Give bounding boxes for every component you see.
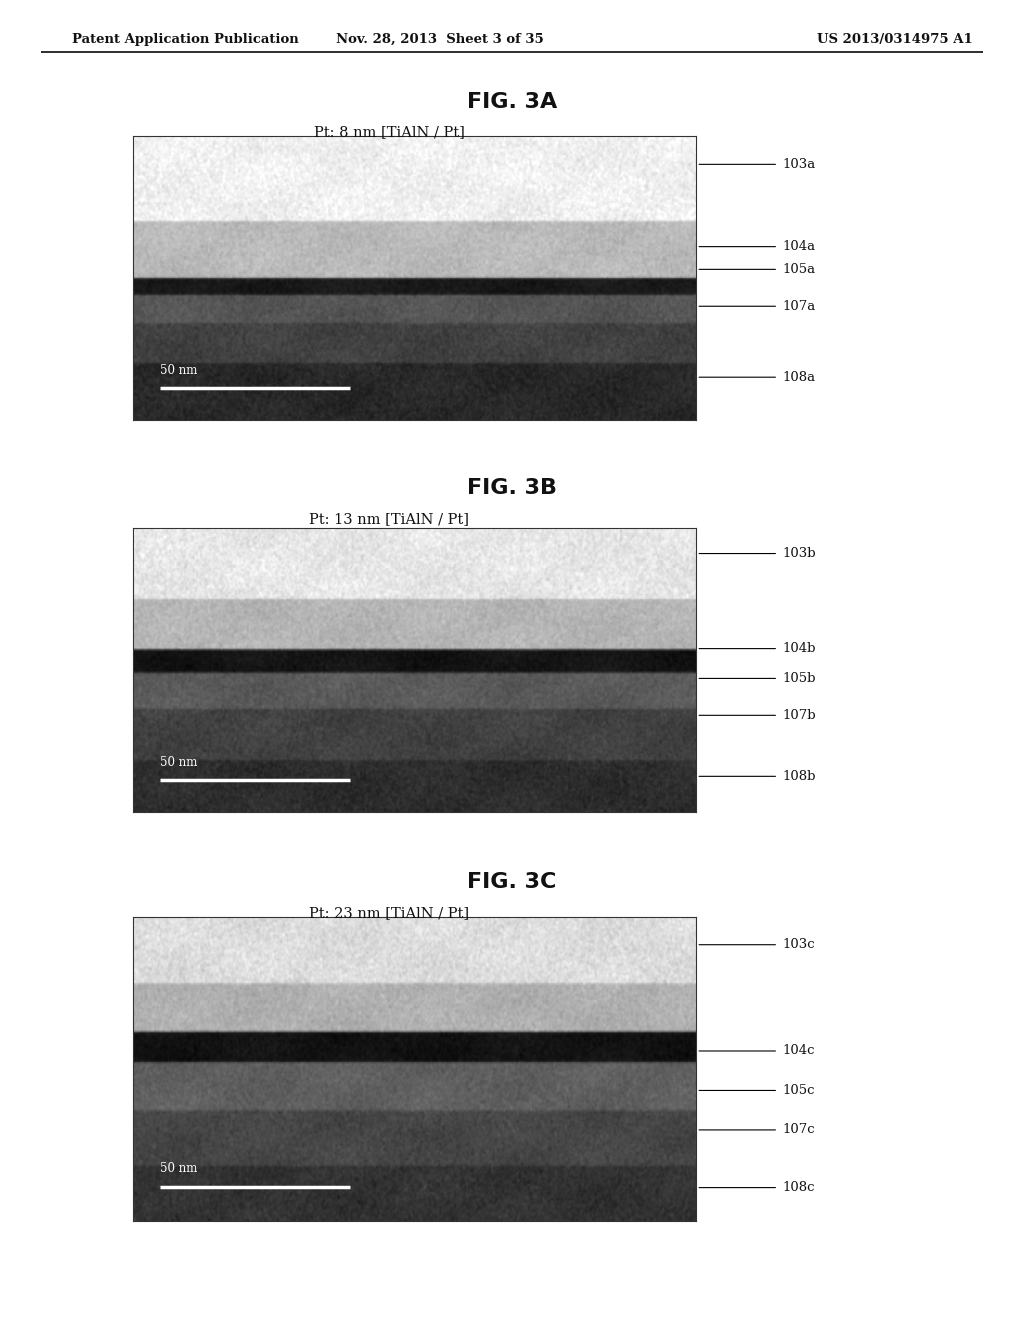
Text: 105a: 105a [782,263,815,276]
Text: 108a: 108a [782,371,815,384]
Text: Patent Application Publication: Patent Application Publication [72,33,298,46]
Text: 104c: 104c [782,1044,815,1057]
Text: 105c: 105c [782,1084,815,1097]
Text: 105b: 105b [782,672,816,685]
Text: FIG. 3B: FIG. 3B [467,478,557,499]
Text: 108c: 108c [782,1181,815,1195]
Text: 104a: 104a [782,240,815,253]
Text: 107b: 107b [782,709,816,722]
Text: Pt: 13 nm [TiAlN / Pt]: Pt: 13 nm [TiAlN / Pt] [309,512,469,525]
Text: 50 nm: 50 nm [160,364,198,378]
Text: 104b: 104b [782,642,816,655]
Text: Pt: 8 nm [TiAlN / Pt]: Pt: 8 nm [TiAlN / Pt] [313,125,465,139]
Text: 50 nm: 50 nm [160,1163,198,1175]
Text: FIG. 3C: FIG. 3C [467,871,557,892]
Text: US 2013/0314975 A1: US 2013/0314975 A1 [817,33,973,46]
Text: 107a: 107a [782,300,815,313]
Text: 50 nm: 50 nm [160,756,198,770]
Text: 108b: 108b [782,770,816,783]
Text: Pt: 23 nm [TiAlN / Pt]: Pt: 23 nm [TiAlN / Pt] [309,907,469,920]
Text: Nov. 28, 2013  Sheet 3 of 35: Nov. 28, 2013 Sheet 3 of 35 [337,33,544,46]
Text: 103b: 103b [782,546,816,560]
Text: 103c: 103c [782,939,815,952]
Text: 103a: 103a [782,158,815,170]
Text: FIG. 3A: FIG. 3A [467,91,557,112]
Text: 107c: 107c [782,1123,815,1137]
